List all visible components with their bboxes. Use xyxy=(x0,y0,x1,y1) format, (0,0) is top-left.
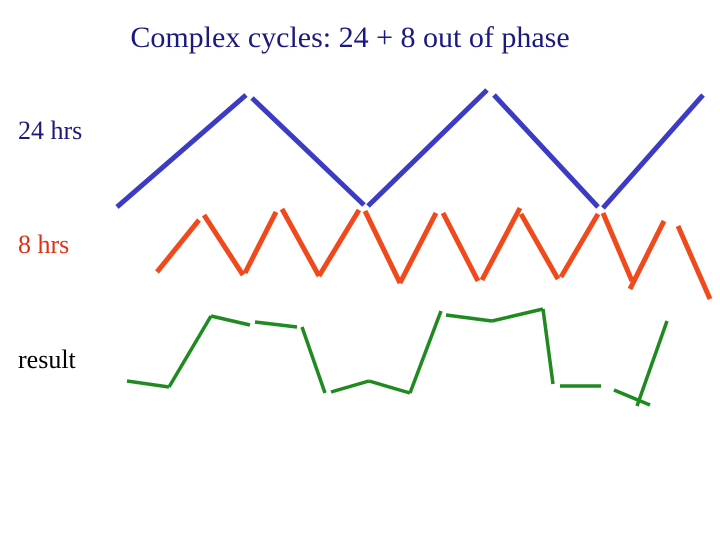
wave-8-segment xyxy=(155,218,201,274)
wave-24-segment xyxy=(115,93,248,209)
wave-result-segment xyxy=(210,314,251,327)
wave-8-segment xyxy=(558,212,601,279)
wave-8-segment xyxy=(675,224,713,301)
wave-result-segment xyxy=(330,379,370,394)
wave-8-segment xyxy=(627,219,667,291)
wave-result-segment xyxy=(254,320,298,329)
wave-24-segment xyxy=(366,88,489,208)
wave-result-segment xyxy=(126,379,170,389)
wave-result-segment xyxy=(541,308,555,385)
wave-8-segment xyxy=(362,209,403,285)
wave-8-segment xyxy=(397,211,439,285)
wave-8-segment xyxy=(518,212,561,281)
wave-8-hrs xyxy=(155,206,713,301)
wave-result-segment xyxy=(167,315,213,388)
slide-title: Complex cycles: 24 + 8 out of phase xyxy=(130,21,570,54)
wave-8-segment xyxy=(201,213,246,277)
wave-result-segment xyxy=(445,313,493,323)
wave-result-segment xyxy=(408,310,443,394)
wave-result-segment xyxy=(368,379,411,395)
wave-24-segment xyxy=(601,93,705,210)
wave-8-segment xyxy=(316,208,362,278)
label-8-hrs: 8 hrs xyxy=(18,230,70,259)
wave-8-segment xyxy=(242,210,279,275)
wave-8-segment xyxy=(279,207,322,278)
label-result: result xyxy=(18,345,76,374)
wave-result-segment xyxy=(613,388,651,407)
label-24-hrs: 24 hrs xyxy=(18,116,83,145)
wave-24-hrs xyxy=(115,88,705,210)
wave-24-segment xyxy=(250,96,366,207)
wave-24-segment xyxy=(492,93,600,209)
wave-result xyxy=(126,307,669,407)
wave-result-segment xyxy=(635,320,669,407)
wave-8-segment xyxy=(440,211,481,283)
wave-8-segment xyxy=(600,212,635,282)
wave-result-segment xyxy=(491,307,544,323)
wave-8-segment xyxy=(479,206,523,282)
wave-result-segment xyxy=(300,326,327,394)
